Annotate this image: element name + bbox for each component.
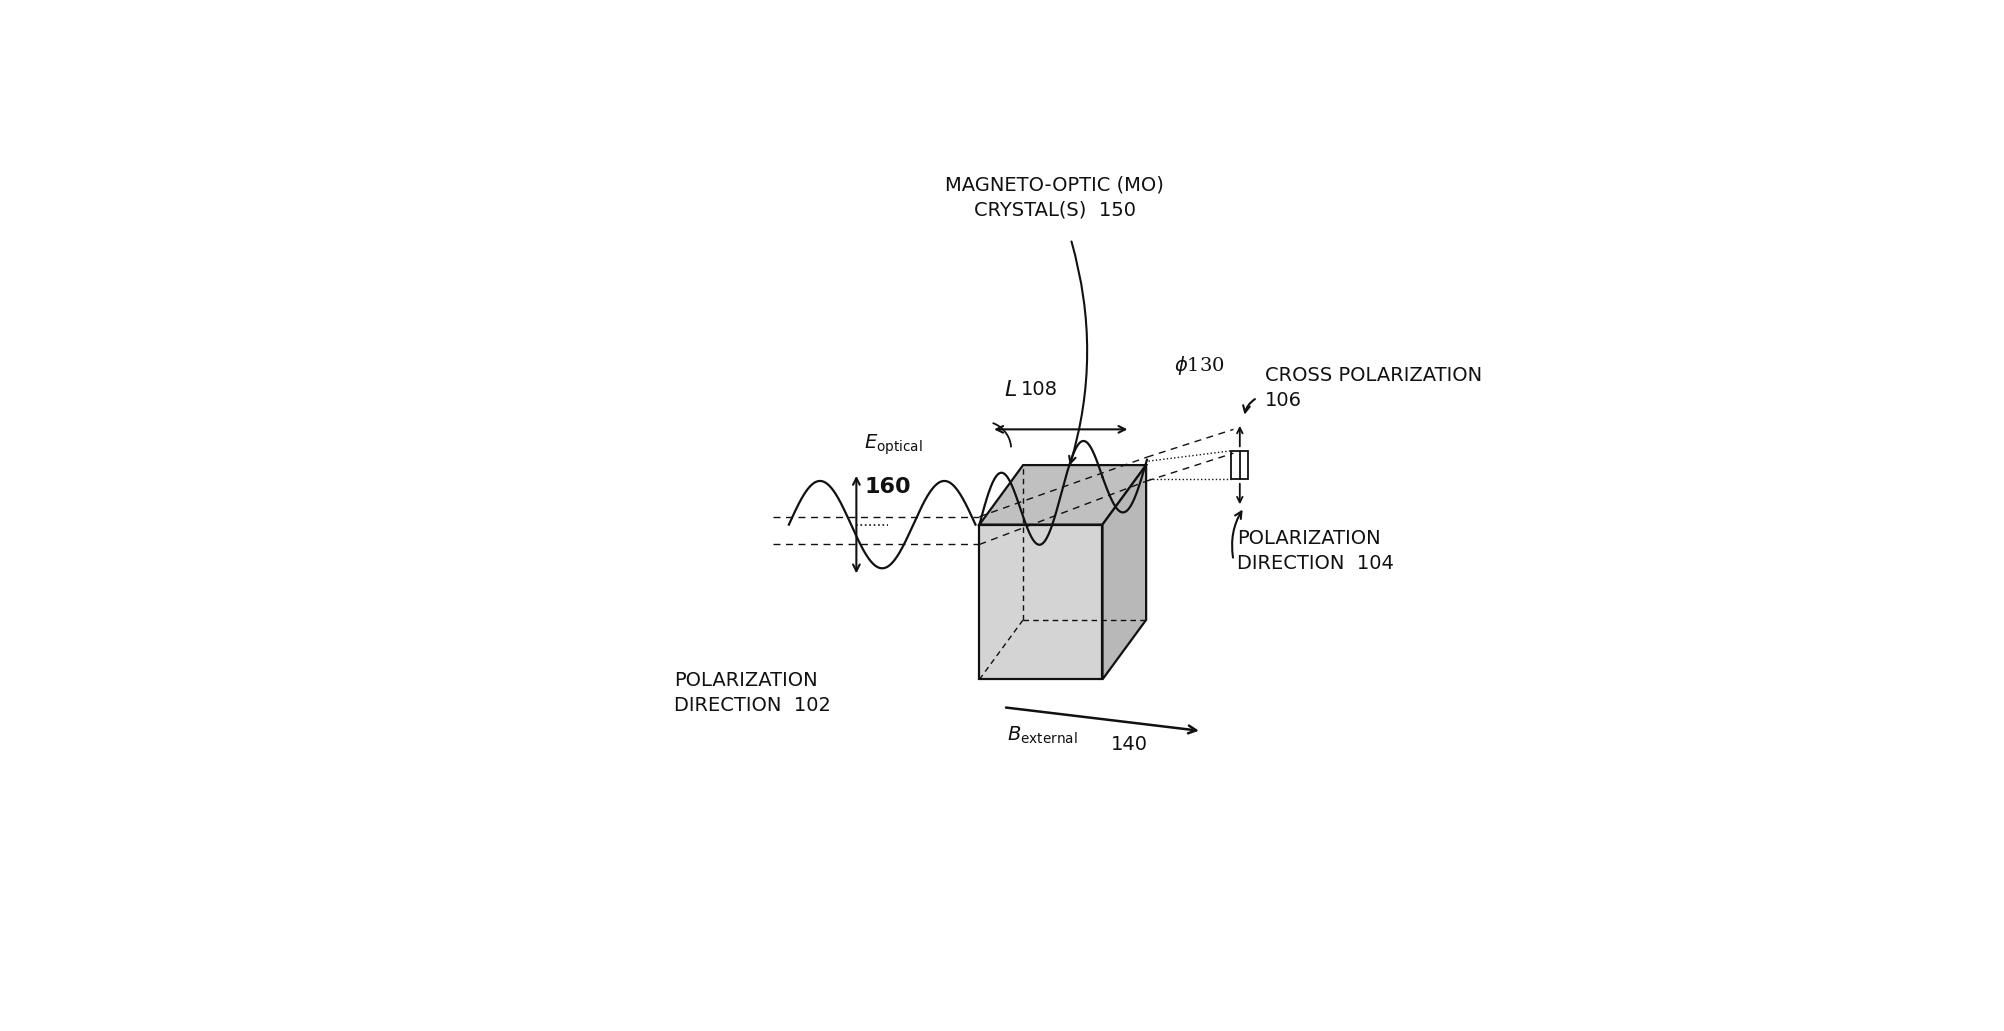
- Text: $\phi$130: $\phi$130: [1174, 355, 1224, 377]
- Text: POLARIZATION
DIRECTION  102: POLARIZATION DIRECTION 102: [673, 671, 830, 716]
- Polygon shape: [980, 525, 1102, 679]
- Text: MAGNETO-OPTIC (MO)
CRYSTAL(S)  150: MAGNETO-OPTIC (MO) CRYSTAL(S) 150: [946, 175, 1164, 220]
- Text: CROSS POLARIZATION
106: CROSS POLARIZATION 106: [1265, 366, 1483, 410]
- Text: $L$: $L$: [1004, 378, 1016, 401]
- Text: $E_{\rm optical}$: $E_{\rm optical}$: [864, 433, 924, 457]
- Text: 140: 140: [1110, 735, 1148, 754]
- Polygon shape: [1102, 465, 1146, 679]
- Polygon shape: [980, 465, 1146, 525]
- Text: POLARIZATION
DIRECTION  104: POLARIZATION DIRECTION 104: [1236, 529, 1395, 572]
- Text: $B_{\rm external}$: $B_{\rm external}$: [1008, 725, 1078, 745]
- Text: 108: 108: [1020, 380, 1058, 399]
- Text: 160: 160: [864, 477, 912, 497]
